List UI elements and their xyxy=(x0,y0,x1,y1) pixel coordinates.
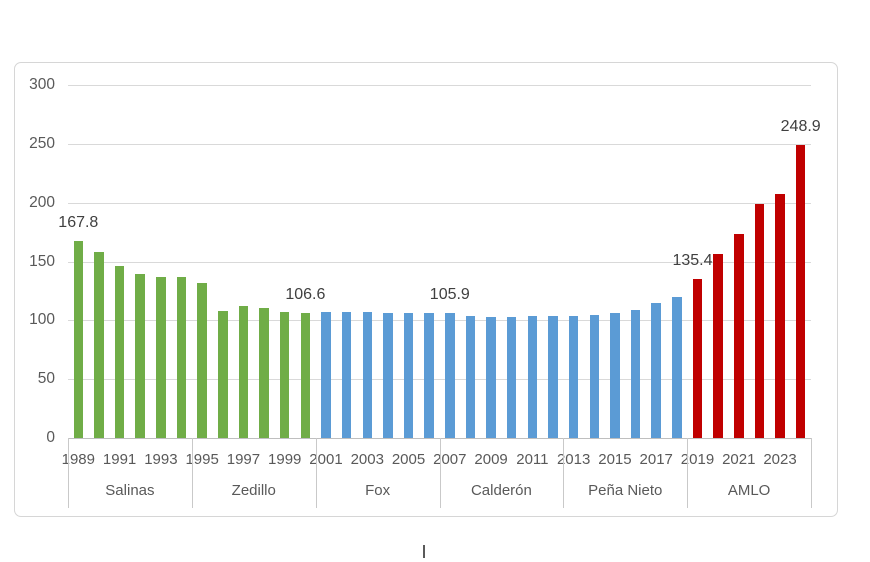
y-tick-label-150: 150 xyxy=(29,252,55,270)
group-divider-6 xyxy=(811,438,812,508)
bar-2019 xyxy=(692,278,703,438)
bar-2020 xyxy=(713,253,723,438)
bar-2022 xyxy=(754,203,765,438)
group-label-calderón: Calderón xyxy=(470,482,532,499)
group-divider-5 xyxy=(687,438,689,508)
bar-2008 xyxy=(465,316,476,438)
x-axis-area: 1989 1991 1993 1995 1997 1999 2001 2003 2005 2007… xyxy=(62,438,812,518)
bar-2001 xyxy=(321,312,331,438)
bar-1995 xyxy=(197,283,207,438)
bar-2007 xyxy=(445,313,455,438)
bar-2002 xyxy=(341,311,352,438)
group-label-amlo: AMLO xyxy=(727,482,771,499)
bar-1991 xyxy=(114,265,125,438)
x-tick-label-2003: 2003 xyxy=(350,451,384,468)
x-tick-label-1997: 1997 xyxy=(226,451,261,468)
bar-2000 xyxy=(300,312,311,438)
gridline-150 xyxy=(68,261,811,263)
x-tick-label-1991: 1991 xyxy=(102,451,137,468)
bar-1994 xyxy=(176,277,187,438)
bar-1990 xyxy=(94,251,104,438)
group-divider-1 xyxy=(191,438,193,508)
gridline-200 xyxy=(68,202,811,204)
x-tick-label-2019: 2019 xyxy=(680,451,715,468)
bar-2021 xyxy=(734,234,744,438)
x-tick-label-2007: 2007 xyxy=(433,451,467,468)
bar-2023 xyxy=(775,194,785,438)
y-tick-label-300: 300 xyxy=(29,76,55,93)
bar-2012 xyxy=(548,315,558,438)
x-tick-label-1993: 1993 xyxy=(144,451,178,468)
data-label-2024: 248.9 xyxy=(780,118,821,136)
bar-2006 xyxy=(424,313,434,438)
x-tick-label-2017: 2017 xyxy=(639,451,673,468)
data-label-2007: 105.9 xyxy=(429,286,470,304)
bar-2018 xyxy=(672,297,682,438)
y-tick-label-100: 100 xyxy=(29,311,55,329)
bar-2009 xyxy=(486,316,496,438)
y-tick-label-200: 200 xyxy=(29,193,55,211)
bar-1996 xyxy=(218,310,228,438)
x-tick-label-2023: 2023 xyxy=(763,451,797,468)
gridline-50 xyxy=(68,379,811,381)
x-tick-label-2015: 2015 xyxy=(598,451,632,468)
bar-2011 xyxy=(527,316,538,438)
plot-area: 167.8 106.6 105.9 135.4 248.9 xyxy=(58,85,821,438)
bar-1989 xyxy=(73,240,84,438)
bar-2010 xyxy=(506,316,517,438)
data-label-1989: 167.8 xyxy=(58,213,99,231)
y-tick-label-250: 250 xyxy=(29,134,55,152)
chart-frame: 0 50 100 150 200 250 300 167.8 106.6 105.9 135.4 2… xyxy=(14,62,838,517)
gridline-250 xyxy=(68,143,811,145)
x-tick-label-2001: 2001 xyxy=(309,451,343,468)
gridline-100 xyxy=(68,320,811,322)
data-label-2019: 135.4 xyxy=(672,251,713,269)
x-tick-label-2013: 2013 xyxy=(556,451,591,468)
bar-1993 xyxy=(156,276,166,438)
group-divider-0 xyxy=(68,438,69,508)
x-tick-label-1989: 1989 xyxy=(61,451,95,468)
y-tick-label-0: 0 xyxy=(46,429,55,446)
group-label-zedillo: Zedillo xyxy=(231,482,276,499)
group-divider-4 xyxy=(563,438,565,508)
bar-2004 xyxy=(383,312,393,438)
bar-2013 xyxy=(568,315,579,438)
x-tick-label-2021: 2021 xyxy=(722,451,756,468)
bar-2016 xyxy=(630,309,641,438)
group-divider-2 xyxy=(315,438,317,508)
x-tick-label-2009: 2009 xyxy=(474,451,508,468)
bar-1997 xyxy=(238,306,249,438)
group-label-fox: Fox xyxy=(365,482,391,499)
group-label-salinas: Salinas xyxy=(105,482,155,499)
bar-2024 xyxy=(795,145,806,438)
group-divider-3 xyxy=(439,438,441,508)
y-tick-label-50: 50 xyxy=(37,370,55,388)
data-label-2000: 106.6 xyxy=(285,285,326,303)
bar-2017 xyxy=(651,303,661,438)
bar-2015 xyxy=(610,312,620,438)
x-tick-label-2005: 2005 xyxy=(391,451,426,468)
bar-2014 xyxy=(589,315,600,438)
bar-2003 xyxy=(362,312,372,438)
bar-1999 xyxy=(279,311,290,438)
bar-1998 xyxy=(259,307,269,438)
x-tick-label-1995: 1995 xyxy=(185,451,219,468)
x-tick-label-2011: 2011 xyxy=(516,451,549,468)
bar-2005 xyxy=(403,312,414,438)
gridline-300 xyxy=(68,85,811,86)
x-tick-label-1999: 1999 xyxy=(268,451,302,468)
bar-1992 xyxy=(135,274,145,438)
text-cursor-mark xyxy=(423,545,425,558)
group-label-peña-nieto: Peña Nieto xyxy=(588,482,663,499)
